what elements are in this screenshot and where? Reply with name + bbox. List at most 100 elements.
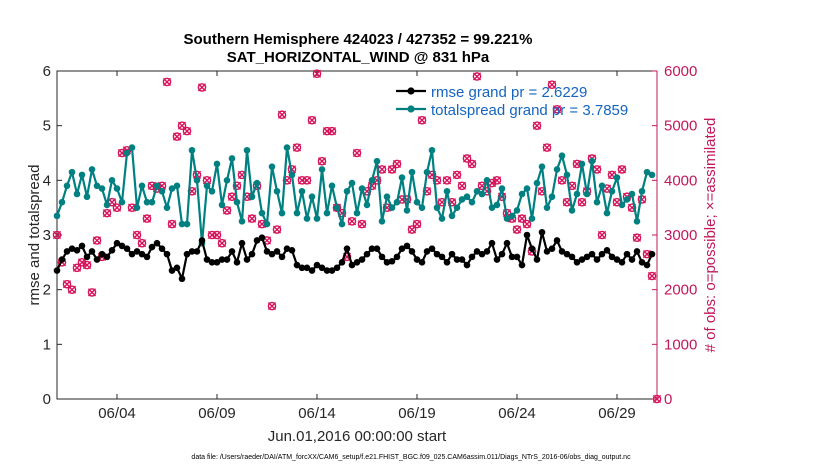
rmse-point <box>583 253 591 261</box>
obs-point <box>597 230 607 240</box>
obs-point <box>112 203 122 212</box>
totalspread-point <box>518 190 526 198</box>
obs-possible-marker <box>517 214 527 223</box>
totalspread-point <box>408 168 416 176</box>
obs-possible-marker <box>577 197 587 207</box>
right-tick-label: 0 <box>664 391 672 408</box>
y-axis-label-left: rmse and totalspread <box>26 165 43 306</box>
rmse-point <box>133 248 141 255</box>
rmse-point <box>388 257 396 265</box>
obs-assimilated-marker <box>307 116 317 125</box>
totalspread-point <box>283 144 291 151</box>
obs-count-markers <box>52 69 662 404</box>
left-tick-label: 5 <box>43 118 51 135</box>
totalspread-point <box>103 201 111 209</box>
totalspread-point <box>193 177 201 184</box>
rmse-point <box>473 248 481 255</box>
obs-possible-marker <box>162 77 172 87</box>
obs-point <box>92 236 102 245</box>
rmse-point <box>588 250 596 258</box>
obs-possible-marker <box>432 176 442 185</box>
totalspread-point <box>398 174 406 181</box>
rmse-point <box>448 250 456 258</box>
obs-assimilated-marker <box>392 159 402 169</box>
totalspread-point <box>523 185 531 192</box>
rmse-point <box>533 256 541 263</box>
rmse-point <box>153 239 161 247</box>
obs-possible-marker <box>302 176 312 185</box>
totalspread-point <box>343 187 351 195</box>
rmse-point <box>628 256 636 263</box>
obs-point <box>67 285 77 294</box>
totalspread-point <box>158 187 166 195</box>
rmse-point <box>353 259 361 266</box>
rmse-point <box>553 237 561 244</box>
obs-possible-marker <box>172 132 182 141</box>
totalspread-point <box>243 146 251 154</box>
obs-possible-marker <box>652 394 662 404</box>
obs-possible-marker <box>312 69 322 79</box>
obs-point <box>457 181 467 191</box>
rmse-point <box>173 264 181 272</box>
rmse-point <box>268 250 276 258</box>
totalspread-point <box>203 182 211 190</box>
totalspread-point <box>163 204 171 211</box>
obs-assimilated-marker <box>462 154 472 163</box>
obs-point <box>142 214 152 223</box>
rmse-point <box>558 248 566 255</box>
rmse-point <box>83 253 91 261</box>
obs-possible-marker <box>142 214 152 223</box>
totalspread-point <box>88 166 96 173</box>
obs-point <box>197 83 207 92</box>
rmse-point <box>513 253 521 261</box>
obs-possible-marker <box>417 115 427 125</box>
rmse-point <box>463 261 471 269</box>
left-tick-label: 3 <box>43 227 51 244</box>
rmse-point <box>163 250 171 258</box>
rmse-point <box>298 264 306 272</box>
totalspread-point <box>388 204 396 211</box>
totalspread-point <box>223 177 231 184</box>
obs-point <box>292 143 302 152</box>
legend-spread-label: totalspread grand pr = 3.7859 <box>431 102 628 119</box>
totalspread-point <box>428 146 436 154</box>
totalspread-point <box>338 220 346 228</box>
totalspread-point <box>258 209 266 217</box>
totalspread-point <box>313 215 321 222</box>
rmse-point <box>323 267 331 274</box>
obs-possible-marker <box>212 230 222 240</box>
obs-point <box>552 104 562 114</box>
totalspread-point <box>538 163 546 170</box>
totalspread-point <box>233 198 241 206</box>
obs-possible-marker <box>92 236 102 245</box>
obs-assimilated-marker <box>572 159 582 169</box>
totalspread-point <box>493 201 501 209</box>
rmse-point <box>443 259 451 266</box>
legend-spread-marker <box>407 105 415 113</box>
rmse-point <box>598 250 606 258</box>
totalspread-point <box>543 204 551 211</box>
obs-possible-marker <box>557 176 567 185</box>
totalspread-point <box>628 190 636 198</box>
rmse-point <box>623 250 631 258</box>
totalspread-point <box>488 204 496 211</box>
rmse-point <box>193 248 201 255</box>
obs-assimilated-marker <box>647 271 657 281</box>
rmse-point <box>108 247 116 254</box>
totalspread-point <box>228 155 236 162</box>
obs-point <box>392 159 402 169</box>
obs-point <box>102 208 112 218</box>
totalspread-point <box>463 193 471 201</box>
totalspread-point <box>293 209 301 217</box>
obs-possible-marker <box>62 279 72 289</box>
totalspread-point <box>218 201 226 209</box>
obs-possible-marker <box>112 203 122 212</box>
rmse-point <box>253 237 261 244</box>
totalspread-point <box>253 179 261 187</box>
left-tick-label: 1 <box>43 336 51 353</box>
obs-assimilated-marker <box>202 176 212 185</box>
right-tick-label: 1000 <box>664 336 697 353</box>
left-tick-label: 0 <box>43 391 51 408</box>
obs-assimilated-marker <box>67 285 77 294</box>
obs-assimilated-marker <box>267 301 277 311</box>
